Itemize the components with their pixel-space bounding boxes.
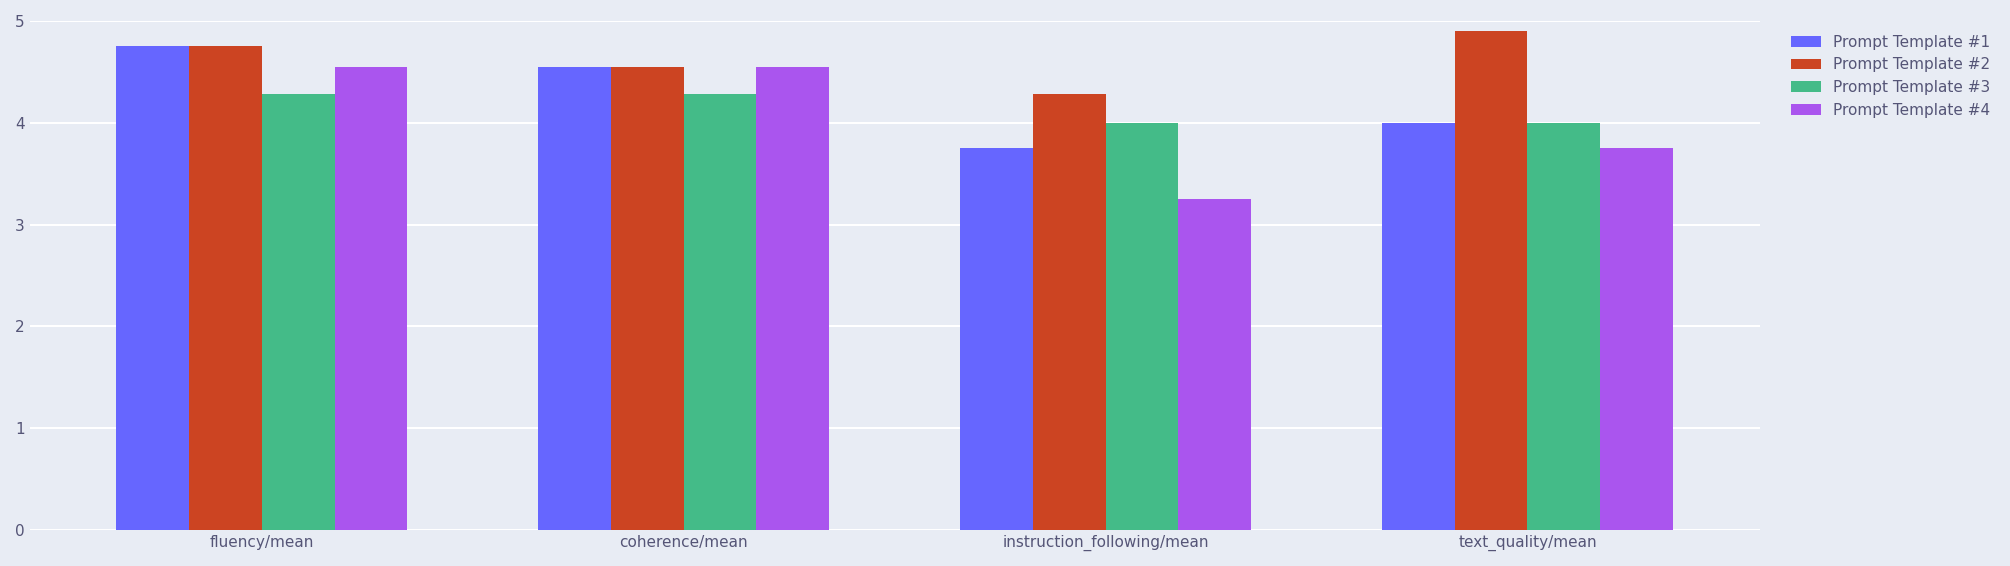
Bar bbox=[1106, 123, 1178, 530]
Bar bbox=[334, 67, 408, 530]
Bar bbox=[1178, 199, 1252, 530]
Bar bbox=[683, 95, 756, 530]
Bar bbox=[611, 67, 683, 530]
Bar bbox=[261, 95, 334, 530]
Bar bbox=[1033, 95, 1106, 530]
Bar bbox=[1455, 31, 1528, 530]
Bar bbox=[756, 67, 830, 530]
Bar bbox=[1381, 123, 1455, 530]
Bar bbox=[961, 148, 1033, 530]
Bar bbox=[117, 46, 189, 530]
Bar bbox=[1528, 123, 1600, 530]
Bar bbox=[1600, 148, 1672, 530]
Legend: Prompt Template #1, Prompt Template #2, Prompt Template #3, Prompt Template #4: Prompt Template #1, Prompt Template #2, … bbox=[1785, 29, 1996, 124]
Bar bbox=[539, 67, 611, 530]
Bar bbox=[189, 46, 261, 530]
